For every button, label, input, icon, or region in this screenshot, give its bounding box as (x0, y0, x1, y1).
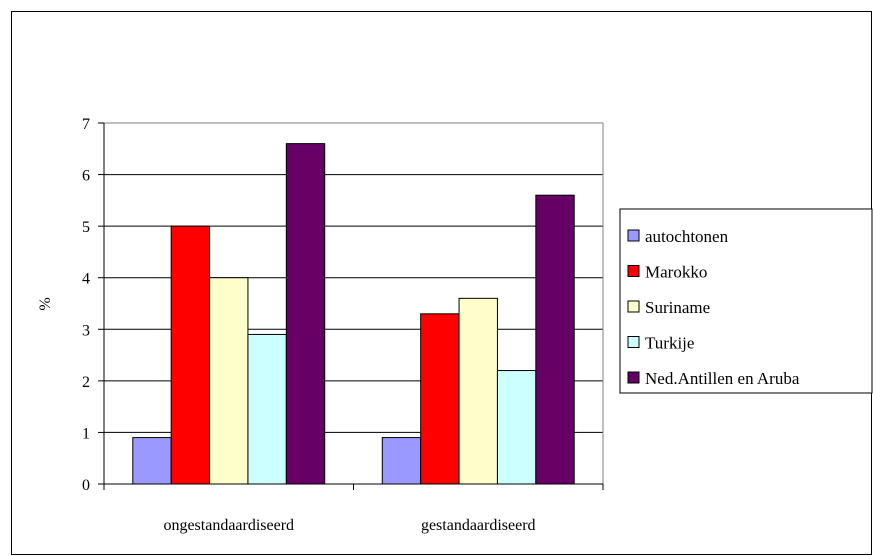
bar-ned-antillen-en-aruba-0 (285, 143, 326, 485)
bar-ned-antillen-en-aruba-1 (535, 194, 575, 485)
bar-suriname-1 (458, 297, 498, 485)
y-tick-label: 4 (82, 271, 90, 288)
y-tick-label: 6 (82, 168, 90, 185)
axes (98, 122, 604, 490)
y-tick-label: 3 (82, 322, 90, 339)
x-tick-label: gestandaardiseerd (421, 517, 536, 534)
bar-suriname-0 (209, 277, 249, 485)
bars (132, 143, 575, 485)
bar-autochtonen-1 (381, 437, 422, 485)
legend-label: Suriname (645, 298, 710, 317)
y-axis-label: % (37, 297, 54, 310)
bar-turkije-0 (247, 333, 287, 485)
legend-box (619, 208, 873, 394)
x-tick-labels: ongestandaardiseerd gestandaardiseerd (163, 517, 535, 534)
y-tick-label: 2 (82, 374, 90, 391)
legend: autochtonen Marokko Suriname Turkije Ned.Ant… (619, 208, 873, 394)
legend-label: Turkije (645, 334, 694, 353)
legend-swatch (627, 336, 640, 348)
legend-swatch (627, 371, 640, 384)
y-tick-label: 5 (82, 219, 90, 236)
bar-turkije-1 (496, 370, 537, 485)
legend-label: autochtonen (645, 227, 729, 246)
legend-swatch (627, 300, 640, 313)
legend-label: Marokko (645, 263, 707, 282)
bar-autochtonen-0 (132, 437, 172, 485)
y-tick-labels: 0 1 2 3 4 5 6 7 (82, 116, 90, 494)
y-tick-label: 7 (82, 116, 90, 133)
legend-label: Ned.Antillen en Aruba (645, 369, 800, 388)
y-tick-label: 0 (82, 477, 90, 494)
bar-marokko-0 (170, 225, 211, 485)
bar-marokko-1 (420, 313, 460, 485)
legend-swatch (627, 265, 640, 277)
legend-swatch (627, 229, 640, 242)
y-tick-label: 1 (82, 425, 90, 442)
x-tick-label: ongestandaardiseerd (163, 517, 294, 534)
